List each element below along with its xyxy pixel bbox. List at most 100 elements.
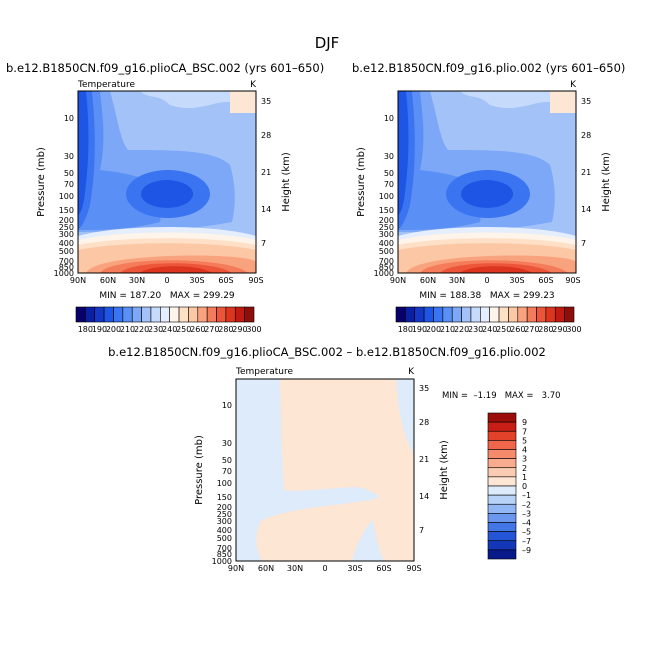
- panel-3-contour-field: [236, 379, 414, 561]
- panel-3-y-tick: 200: [217, 503, 232, 512]
- panel-3-x-tick: 0: [322, 564, 327, 573]
- panel-2-y-tick: 30: [384, 152, 394, 161]
- colorbar-swatch: [433, 306, 444, 323]
- colorbar-label: 260: [510, 325, 525, 334]
- panel-2-contour-field: [398, 91, 576, 273]
- panel-1-title: b.e12.B1850CN.f09_g16.plioCA_BSC.002 (yr…: [6, 61, 324, 75]
- colorbar-label: 200: [106, 325, 121, 334]
- colorbar-swatch: [451, 306, 462, 323]
- panel-3-y-tick: 1000: [212, 557, 232, 566]
- panel-2-y-ticks: 10 30 50 70 100 150 200 250 300 400 500 …: [374, 114, 394, 278]
- colorbar-swatch: [197, 306, 208, 323]
- colorbar-swatch: [487, 513, 517, 523]
- colorbar-swatch: [131, 306, 142, 323]
- panel-1-y-tick: 250: [59, 223, 74, 232]
- panel-1-contour-field: [78, 91, 256, 273]
- panel-3-height-tick: 28: [419, 418, 429, 427]
- colorbar-label: 250: [496, 325, 511, 334]
- colorbar-label: 9: [522, 418, 527, 427]
- panel-2-x-tick: 90S: [565, 276, 580, 285]
- panel-1-units: K: [250, 80, 257, 90]
- panel-3-y-tick: 250: [217, 510, 232, 519]
- colorbar-swatch: [206, 306, 217, 323]
- colorbar-label: 0: [522, 482, 527, 491]
- colorbar-swatch: [113, 306, 124, 323]
- panel-1-stats: MIN = 187.20 MAX = 299.29: [99, 291, 235, 301]
- colorbar-label: 4: [522, 446, 527, 455]
- panel-2-y-tick: 10: [384, 114, 394, 123]
- colorbar-swatch: [244, 306, 255, 323]
- colorbar-label: 280: [538, 325, 553, 334]
- panel-3-units: K: [408, 367, 415, 377]
- colorbar-label: 300: [566, 325, 581, 334]
- panel-3-y-tick: 30: [222, 439, 232, 448]
- panel-2-y-tick: 1000: [374, 269, 394, 278]
- colorbar-label: 220: [134, 325, 149, 334]
- panel-1-y-tick: 500: [59, 247, 74, 256]
- panel-2-height-tick: 35: [581, 97, 591, 106]
- colorbar-swatch: [487, 522, 517, 532]
- colorbar-label: 1: [522, 473, 527, 482]
- panel-3-y-tick: 10: [222, 401, 232, 410]
- panel-2-y-right-ticks: 35 28 21 14 7: [581, 97, 591, 248]
- panel-2-height-tick: 14: [581, 205, 591, 214]
- panel-1-x-tick: 90S: [248, 276, 263, 285]
- colorbar-swatch: [461, 306, 472, 323]
- panel-1-x-tick: 60N: [100, 276, 116, 285]
- panel-3-height-tick: 21: [419, 455, 429, 464]
- panel-3-y-tick: 850: [217, 550, 232, 559]
- panel-1-y-tick: 100: [59, 192, 74, 201]
- panel-2-y-tick: 250: [379, 223, 394, 232]
- colorbar-label: –7: [522, 537, 531, 546]
- colorbar-swatch: [395, 306, 406, 323]
- panel-1-x-tick: 0: [164, 276, 169, 285]
- panel-3-left-label: Temperature: [235, 367, 293, 377]
- panel-2-x-tick: 30S: [509, 276, 524, 285]
- panel-1-x-tick: 30S: [189, 276, 204, 285]
- colorbar-swatch: [487, 449, 517, 459]
- panel-3-x-tick: 60N: [258, 564, 274, 573]
- panel-1-x-tick: 60S: [218, 276, 233, 285]
- colorbar-swatch: [94, 306, 105, 323]
- panel-3-x-tick: 30S: [347, 564, 362, 573]
- panel-3-y-tick: 70: [222, 467, 232, 476]
- panel-1-frame: [77, 90, 257, 274]
- colorbar-swatch: [85, 306, 96, 323]
- panel-3-frame: [235, 378, 415, 562]
- panel-1-y-tick: 150: [59, 206, 74, 215]
- colorbar-swatch: [216, 306, 227, 323]
- panel-2-height-tick: 28: [581, 131, 591, 140]
- colorbar-label: 250: [176, 325, 191, 334]
- panel-2-y-tick: 100: [379, 192, 394, 201]
- colorbar-swatch: [545, 306, 556, 323]
- colorbar-swatch: [169, 306, 180, 323]
- colorbar-label: 5: [522, 436, 527, 445]
- panel-2-y-tick: 400: [379, 239, 394, 248]
- colorbar-swatch: [150, 306, 161, 323]
- panel-1-y-right-ticks: 35 28 21 14 7: [261, 97, 271, 248]
- panel-1-y-tick: 50: [64, 169, 74, 178]
- panel-3: b.e12.B1850CN.f09_g16.plioCA_BSC.002 – b…: [108, 345, 560, 573]
- colorbar-label: 290: [232, 325, 247, 334]
- colorbar-swatch: [225, 306, 236, 323]
- panel-2-y-tick: 200: [379, 216, 394, 225]
- colorbar-label: 260: [190, 325, 205, 334]
- panel-2-frame: [397, 90, 577, 274]
- panel-3-y-tick: 500: [217, 534, 232, 543]
- panel-3-y-tick: 100: [217, 479, 232, 488]
- panel-2-y-tick: 500: [379, 247, 394, 256]
- colorbar-label: 230: [468, 325, 483, 334]
- panel-1-ylabel: Pressure (mb): [36, 147, 47, 217]
- panel-2-x-tick: 60S: [538, 276, 553, 285]
- colorbar-label: 200: [426, 325, 441, 334]
- panel-1-height-tick: 28: [261, 131, 271, 140]
- colorbar-swatch: [487, 494, 517, 505]
- colorbar-swatch: [405, 306, 416, 323]
- colorbar-label: 210: [120, 325, 135, 334]
- panel-1-left-label: Temperature: [77, 80, 135, 90]
- colorbar-swatch: [480, 306, 490, 323]
